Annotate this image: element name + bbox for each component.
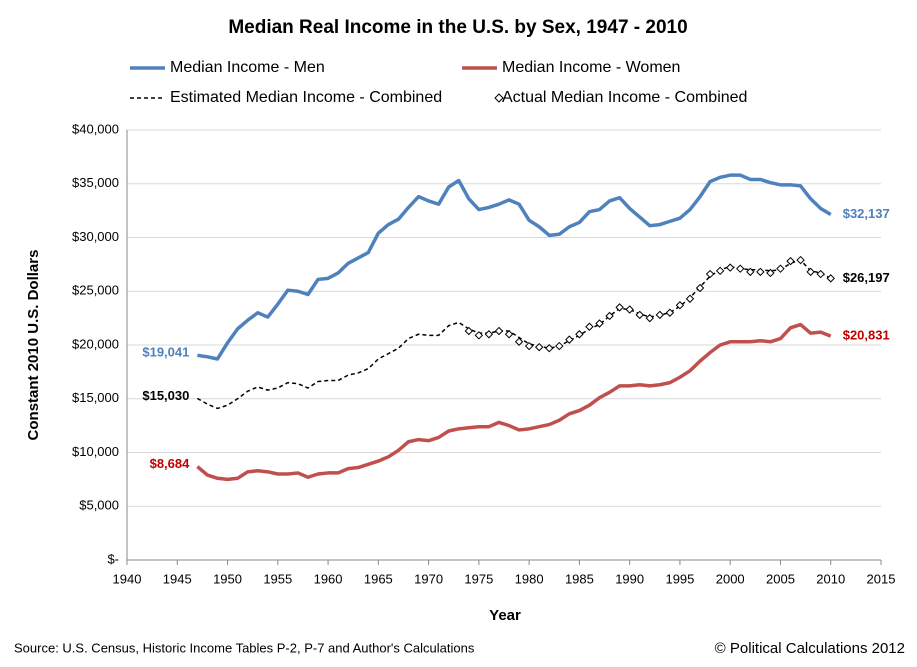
legend-label: Median Income - Men: [170, 59, 325, 76]
data-point: [534, 342, 544, 352]
y-tick-label: $40,000: [72, 121, 119, 136]
data-label: $19,041: [142, 345, 189, 360]
source-note: Source: U.S. Census, Historic Income Tab…: [14, 640, 475, 655]
data-point: [705, 269, 715, 279]
x-tick-label: 1995: [665, 571, 694, 586]
data-point: [625, 305, 634, 314]
y-tick-label: $30,000: [72, 229, 119, 244]
data-point: [585, 322, 594, 331]
data-point: [474, 331, 484, 340]
data-point: [565, 335, 574, 344]
data-point: [806, 267, 815, 277]
y-tick-label: $10,000: [72, 444, 119, 459]
data-point: [816, 269, 825, 279]
data-point: [776, 264, 785, 273]
data-point: [635, 310, 644, 320]
data-point: [756, 267, 765, 277]
data-point: [715, 266, 725, 276]
series-line: [196, 322, 832, 482]
data-point: [655, 310, 665, 320]
legend-label: Estimated Median Income - Combined: [170, 89, 442, 106]
data-point: [725, 263, 735, 272]
x-tick-label: 1985: [565, 571, 594, 586]
x-tick-label: 1990: [615, 571, 644, 586]
data-point: [555, 341, 564, 351]
data-point: [504, 330, 514, 339]
data-point: [605, 311, 614, 321]
data-point: [736, 264, 745, 273]
x-tick-label: 1960: [314, 571, 343, 586]
credit: © Political Calculations 2012: [715, 640, 905, 657]
data-point: [665, 308, 675, 317]
x-axis-title: Year: [489, 607, 521, 624]
y-tick-label: $5,000: [79, 498, 119, 513]
legend-marker: [494, 93, 504, 103]
data-label: $15,030: [142, 388, 189, 403]
x-tick-label: 2000: [716, 571, 745, 586]
data-point: [695, 283, 705, 293]
y-axis-title: Constant 2010 U.S. Dollars: [25, 250, 42, 441]
data-point: [766, 268, 775, 278]
data-point: [675, 301, 685, 310]
data-point: [685, 294, 695, 303]
data-point: [494, 326, 504, 336]
series-line: [197, 173, 832, 361]
data-point: [796, 255, 805, 265]
data-point: [514, 337, 524, 346]
x-tick-label: 1975: [464, 571, 493, 586]
series-line: [197, 259, 832, 410]
data-point: [645, 313, 654, 323]
legend-label: Actual Median Income - Combined: [502, 89, 747, 106]
data-label: $26,197: [843, 270, 890, 285]
data-point: [464, 326, 474, 336]
x-tick-label: 1940: [113, 571, 142, 586]
data-point: [545, 344, 554, 353]
data-point: [615, 303, 624, 312]
data-point: [524, 341, 534, 351]
legend-label: Median Income - Women: [502, 59, 680, 76]
data-point: [786, 256, 795, 266]
y-tick-label: $20,000: [72, 336, 119, 351]
x-tick-label: 2010: [816, 571, 845, 586]
x-tick-label: 2005: [766, 571, 795, 586]
data-label: $8,684: [150, 456, 191, 471]
x-tick-label: 1970: [414, 571, 443, 586]
data-point: [826, 274, 835, 283]
x-tick-label: 2015: [867, 571, 896, 586]
data-point: [575, 330, 584, 339]
x-tick-label: 1955: [263, 571, 292, 586]
y-tick-label: $35,000: [72, 175, 119, 190]
data-point: [746, 267, 755, 277]
x-tick-label: 1945: [163, 571, 192, 586]
data-label: $20,831: [843, 328, 890, 343]
x-tick-label: 1965: [364, 571, 393, 586]
chart-title: Median Real Income in the U.S. by Sex, 1…: [228, 17, 687, 38]
y-tick-label: $25,000: [72, 283, 119, 298]
y-tick-label: $-: [107, 551, 119, 566]
data-point: [484, 330, 494, 339]
x-tick-label: 1950: [213, 571, 242, 586]
data-label: $32,137: [843, 206, 890, 221]
y-tick-label: $15,000: [72, 390, 119, 405]
x-tick-label: 1980: [515, 571, 544, 586]
data-point: [595, 319, 604, 328]
